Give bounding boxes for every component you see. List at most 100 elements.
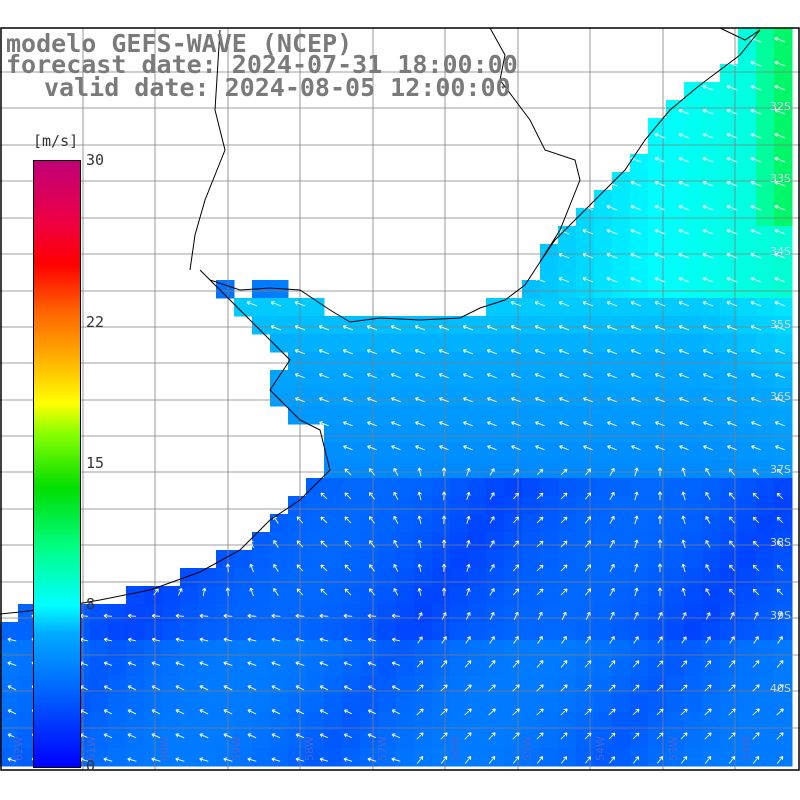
speed-cell: [144, 748, 163, 767]
speed-cell: [324, 514, 343, 533]
speed-cell: [540, 568, 559, 587]
speed-cell: [432, 748, 451, 767]
speed-cell: [252, 604, 271, 623]
speed-cell: [774, 46, 793, 65]
wind-arrow: [678, 397, 689, 403]
speed-cell: [630, 694, 649, 713]
speed-cell: [468, 406, 487, 425]
speed-cell: [522, 460, 541, 479]
wind-arrow: [367, 613, 377, 619]
speed-cell: [540, 604, 559, 623]
speed-cell: [540, 658, 559, 677]
speed-cell: [468, 352, 487, 371]
speed-cell: [648, 442, 667, 461]
speed-cell: [702, 568, 721, 587]
speed-cell: [306, 406, 325, 425]
speed-cell: [198, 568, 217, 587]
speed-cell: [126, 694, 145, 713]
speed-cell: [756, 478, 775, 497]
wind-arrow: [513, 611, 519, 621]
speed-cell: [270, 604, 289, 623]
wind-arrow: [177, 588, 183, 596]
speed-cell: [522, 352, 541, 371]
wind-arrow: [318, 348, 330, 355]
speed-cell: [342, 316, 361, 335]
speed-cell: [432, 640, 451, 659]
speed-cell: [378, 316, 397, 335]
speed-cell: [360, 748, 379, 767]
wind-arrow: [513, 516, 520, 524]
speed-cell: [126, 604, 145, 623]
speed-cell: [432, 352, 451, 371]
speed-cell: [684, 622, 703, 641]
wind-arrow: [536, 732, 544, 740]
wind-arrow: [558, 373, 569, 379]
wind-arrow: [466, 467, 471, 477]
speed-cell: [504, 298, 523, 317]
speed-cell: [198, 748, 217, 767]
speed-cell: [684, 604, 703, 623]
wind-arrow: [705, 612, 711, 620]
speed-cell: [180, 748, 199, 767]
speed-cell: [756, 424, 775, 443]
speed-cell: [342, 424, 361, 443]
speed-cell: [666, 118, 685, 137]
speed-cell: [558, 352, 577, 371]
speed-cell: [594, 370, 613, 389]
wind-arrow: [367, 709, 376, 715]
speed-cell: [342, 694, 361, 713]
speed-cell: [306, 676, 325, 695]
speed-cell: [756, 334, 775, 353]
wind-arrow: [680, 732, 688, 740]
speed-cell: [576, 352, 595, 371]
wind-arrow: [536, 492, 544, 500]
wind-arrow: [223, 661, 233, 666]
speed-cell: [306, 370, 325, 389]
wind-arrow: [560, 660, 568, 668]
wind-arrow: [416, 684, 424, 692]
wind-arrow: [750, 84, 762, 91]
speed-cell: [288, 568, 307, 587]
wind-arrow: [295, 637, 305, 642]
wind-arrow: [466, 587, 471, 596]
speed-cell: [486, 478, 505, 497]
wind-arrow: [750, 276, 762, 283]
wind-arrow: [609, 515, 615, 524]
wind-arrow: [558, 300, 570, 307]
colorbar-unit: [m/s]: [33, 132, 79, 150]
wind-arrow: [513, 492, 519, 500]
speed-cell: [252, 568, 271, 587]
speed-cell: [414, 640, 433, 659]
wind-arrow: [151, 685, 161, 691]
speed-cell: [630, 370, 649, 389]
speed-cell: [720, 676, 739, 695]
longitude-label: 59W: [229, 736, 243, 761]
speed-cell: [756, 370, 775, 389]
wind-arrow: [776, 540, 784, 548]
wind-arrow: [489, 468, 495, 476]
speed-cell: [324, 406, 343, 425]
wind-arrow: [103, 637, 112, 642]
speed-cell: [684, 460, 703, 479]
speed-cell: [558, 622, 577, 641]
speed-cell: [432, 586, 451, 605]
wind-arrow: [702, 108, 714, 115]
speed-cell: [612, 478, 631, 497]
speed-cell: [594, 226, 613, 245]
wind-arrow: [247, 661, 257, 667]
speed-cell: [774, 640, 793, 659]
speed-cell: [342, 622, 361, 641]
speed-cell: [306, 316, 325, 335]
speed-cell: [648, 352, 667, 371]
speed-cell: [90, 748, 109, 767]
speed-cell: [702, 622, 721, 641]
wind-arrow: [510, 300, 522, 307]
speed-cell: [216, 280, 235, 299]
wind-arrow: [320, 564, 328, 572]
speed-cell: [468, 478, 487, 497]
wind-arrow: [294, 324, 306, 331]
speed-cell: [126, 676, 145, 695]
wind-arrow: [318, 373, 329, 379]
speed-cell: [468, 586, 487, 605]
speed-cell: [738, 298, 757, 317]
